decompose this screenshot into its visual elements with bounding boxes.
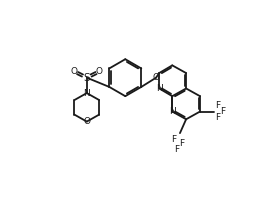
Text: O: O [71, 67, 78, 76]
Text: F: F [215, 113, 221, 122]
Text: N: N [156, 84, 163, 93]
Text: N: N [169, 107, 176, 116]
Text: F: F [215, 101, 221, 110]
Text: F: F [220, 107, 225, 116]
Text: O: O [96, 67, 103, 76]
Text: S: S [83, 73, 90, 83]
Text: F: F [171, 135, 176, 144]
Text: N: N [83, 89, 90, 97]
Text: F: F [179, 139, 184, 148]
Text: F: F [174, 145, 180, 154]
Text: O: O [83, 117, 90, 126]
Text: O: O [153, 73, 160, 82]
